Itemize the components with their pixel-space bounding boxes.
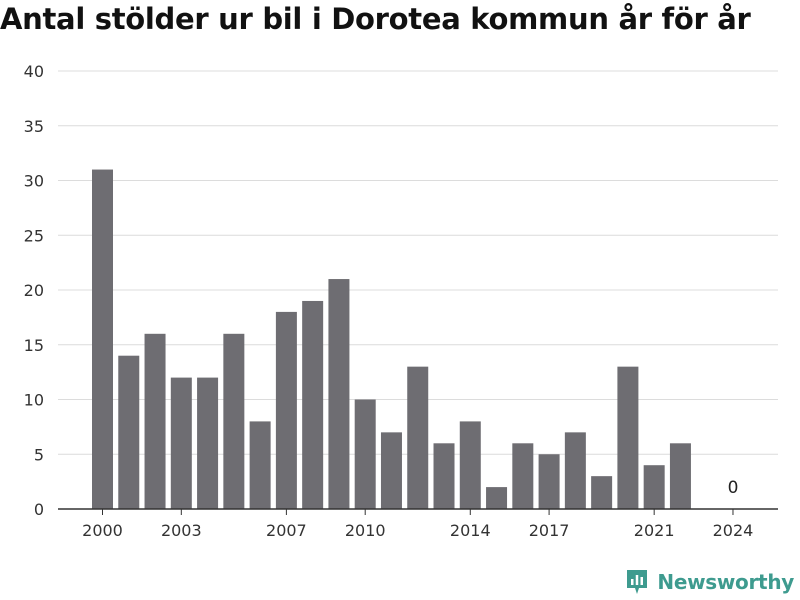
bar-2008 — [302, 300, 324, 509]
bar-2003 — [170, 377, 192, 509]
bar-2002 — [144, 333, 166, 509]
bar-2013 — [433, 443, 455, 509]
bar-2001 — [118, 355, 140, 509]
x-tick-label: 2010 — [345, 521, 386, 540]
bar-2000 — [92, 169, 113, 510]
chart-title: Antal stölder ur bil i Dorotea kommun år… — [0, 2, 751, 36]
bar-2009 — [328, 279, 350, 509]
x-tick-label: 2021 — [634, 521, 675, 540]
newsworthy-logo-text: Newsworthy — [657, 570, 794, 594]
y-tick-label: 0 — [34, 500, 44, 519]
bar-2019 — [591, 476, 613, 509]
y-tick-label: 15 — [24, 336, 44, 355]
bar-2021 — [643, 465, 665, 509]
bar-2016 — [512, 443, 534, 509]
bar-2014 — [459, 421, 481, 509]
bar-2004 — [197, 377, 219, 509]
y-tick-label: 5 — [34, 445, 44, 464]
x-tick-label: 2007 — [266, 521, 307, 540]
bar-2017 — [538, 454, 560, 509]
x-tick-label: 2003 — [161, 521, 202, 540]
data-label: 0 — [728, 478, 739, 498]
newsworthy-logo: Newsworthy — [625, 568, 794, 596]
bar-2022 — [669, 443, 691, 509]
y-tick-label: 35 — [24, 117, 44, 136]
bar-2007 — [275, 311, 297, 509]
bar-2006 — [249, 421, 271, 509]
bar-2020 — [617, 366, 639, 509]
bar-2018 — [564, 432, 586, 509]
y-tick-label: 30 — [24, 172, 44, 191]
y-tick-label: 25 — [24, 226, 44, 245]
y-tick-label: 10 — [24, 391, 44, 410]
bars — [92, 169, 691, 510]
x-tick-label: 2017 — [529, 521, 570, 540]
bar-chart: 0 5 10 15 20 25 30 35 40 2000 2003 2007 2010 2014 201… — [24, 62, 778, 540]
x-axis: 2000 2003 2007 2010 2014 2017 2021 2024 — [58, 508, 778, 540]
bar-2010 — [354, 399, 376, 509]
bar-2011 — [380, 432, 402, 509]
y-tick-label: 20 — [24, 281, 44, 300]
bar-2012 — [407, 366, 429, 509]
x-tick-label: 2024 — [713, 521, 754, 540]
bar-2015 — [486, 487, 508, 509]
annotations: 0 — [728, 478, 739, 498]
newsworthy-logo-icon — [627, 570, 648, 594]
x-tick-label: 2000 — [82, 521, 123, 540]
y-axis-ticks: 0 5 10 15 20 25 30 35 40 — [24, 62, 44, 519]
y-tick-label: 40 — [24, 62, 44, 81]
bar-2005 — [223, 333, 245, 509]
x-tick-label: 2014 — [450, 521, 491, 540]
